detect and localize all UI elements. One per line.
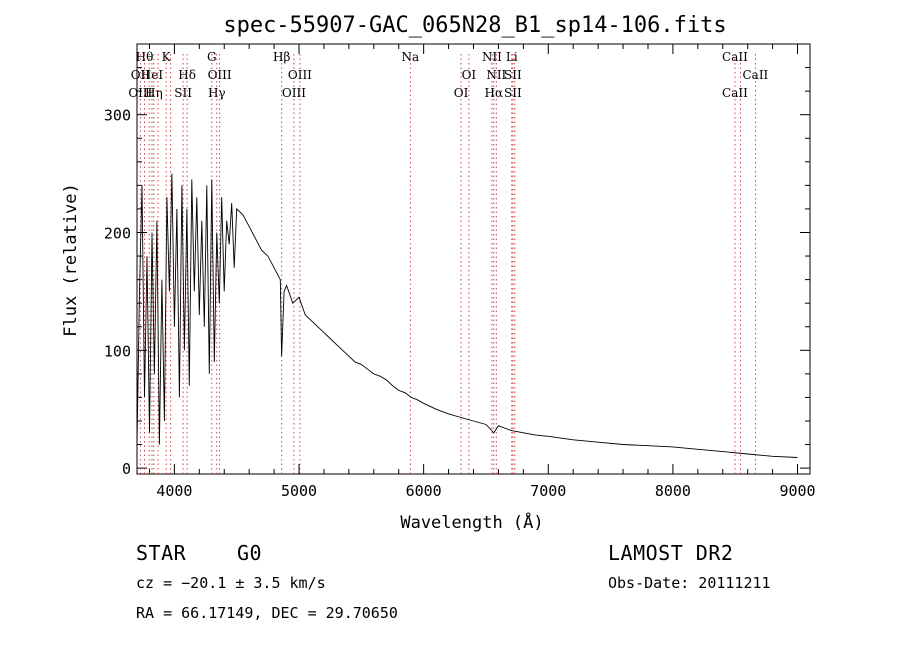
spectral-line-label: Hη [145, 86, 163, 100]
spectral-line-label: NII [486, 68, 506, 82]
y-tick-label: 200 [104, 224, 131, 242]
spectral-line-label: CaII [742, 68, 768, 82]
spectral-line-label: OI [462, 68, 477, 82]
spectral-line-markers [139, 54, 756, 474]
x-tick-label: 8000 [655, 482, 691, 500]
survey-name: LAMOST DR2 [608, 541, 734, 565]
x-tick-label: 4000 [156, 482, 192, 500]
y-tick-label: 300 [104, 107, 131, 125]
spectral-line-label: OI [454, 86, 469, 100]
spectral-line-label: HeI [141, 68, 164, 82]
spectral-line-label: Hα [485, 86, 504, 100]
spectral-line-label: SII [504, 86, 522, 100]
x-tick-label: 9000 [779, 482, 815, 500]
spectral-line-label: Hδ [178, 68, 196, 82]
object-subclass: G0 [237, 541, 263, 565]
chart-title: spec-55907-GAC_065N28_B1_sp14-106.fits [223, 13, 726, 38]
spectral-line-label: OIII [282, 86, 306, 100]
x-tick-label: 5000 [281, 482, 317, 500]
y-axis: 0 100 200 300 [104, 67, 810, 478]
x-axis-label: Wavelength (Å) [400, 511, 543, 533]
spectral-line-label: NII [482, 50, 502, 64]
spectral-line-label: SII [504, 68, 522, 82]
spectral-line-label: K [162, 50, 172, 64]
plot-frame [136, 43, 811, 475]
coordinates: RA = 66.17149, DEC = 29.70650 [136, 604, 398, 622]
y-tick-label: 0 [122, 460, 131, 478]
spectral-line-label: Hβ [273, 50, 290, 64]
y-tick-label: 100 [104, 342, 131, 360]
spectral-line-label: CaII [722, 86, 748, 100]
object-class: STAR [136, 541, 187, 565]
spectral-line-label: SII [174, 86, 192, 100]
spectral-line-label: CaII [722, 50, 748, 64]
x-tick-label: 7000 [530, 482, 566, 500]
spectral-line-label: Hθ [136, 50, 154, 64]
spectral-line-label: G [207, 50, 217, 64]
x-tick-label: 6000 [406, 482, 442, 500]
spectral-line-label: OII [131, 68, 151, 82]
spectral-line-label: Li [506, 50, 518, 64]
y-axis-label: Flux (relative) [61, 183, 81, 337]
spectral-line-label: Na [401, 50, 419, 64]
redshift-velocity: cz = −20.1 ± 3.5 km/s [136, 574, 326, 592]
spectral-line-labels: OII OIII Hθ HeI Hη K SII Hδ G Hγ OIII Hβ OIII OIII Na O… [128, 50, 768, 100]
observation-date: Obs-Date: 20111211 [608, 574, 771, 592]
x-axis: 4000 5000 6000 7000 8000 9000 [148, 44, 816, 500]
spectral-line-label: OIII [208, 68, 232, 82]
spectrum-line [136, 173, 798, 458]
spectral-line-label: OIII [128, 86, 152, 100]
spectral-line-label: OIII [288, 68, 312, 82]
spectral-line-label: Hγ [208, 86, 226, 100]
